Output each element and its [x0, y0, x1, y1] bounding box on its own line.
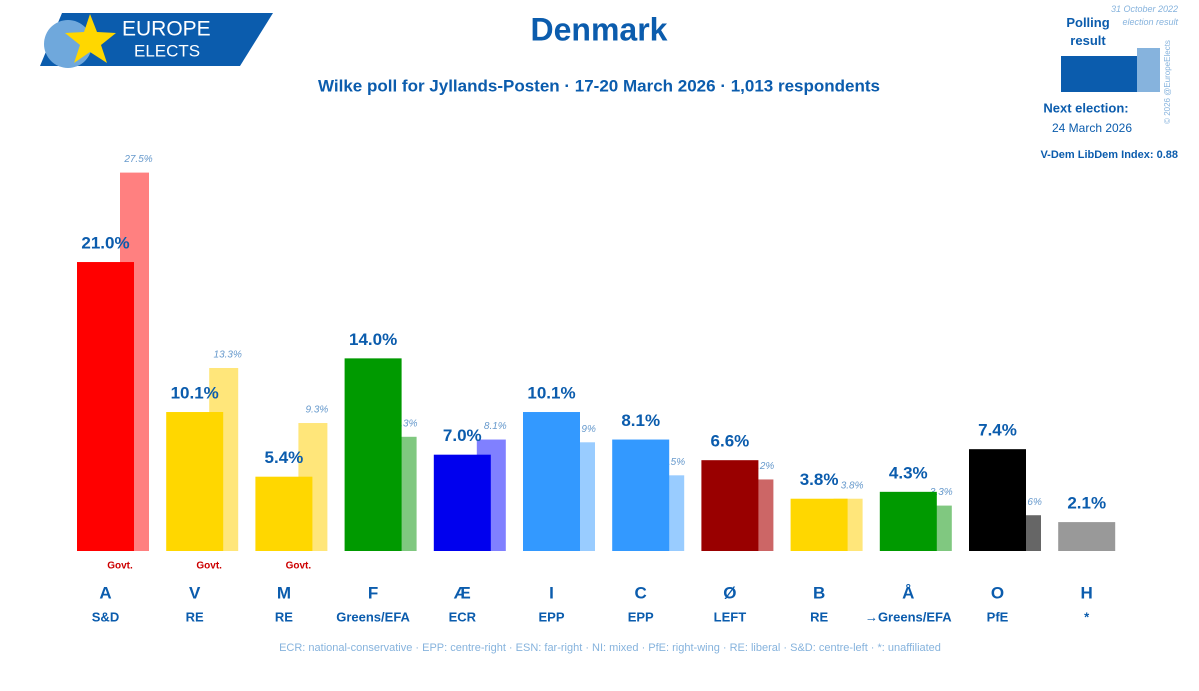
- value-label: 4.3%: [889, 463, 928, 482]
- value-label-previous: 27.5%: [123, 154, 152, 165]
- x-tick-label: M: [277, 583, 291, 602]
- govt-note: Govt.: [286, 561, 312, 572]
- value-label: 10.1%: [527, 384, 575, 403]
- legend-swatch: [1061, 56, 1137, 92]
- value-label: 5.4%: [265, 448, 304, 467]
- logo-star: [65, 14, 116, 63]
- bar: [969, 449, 1026, 551]
- value-label: 7.0%: [443, 426, 482, 445]
- legend-swatch: [1137, 48, 1160, 92]
- value-label: 21.0%: [81, 234, 129, 253]
- index: V-Dem LibDem Index: 0.88: [1040, 149, 1178, 161]
- group-label: PfE: [987, 609, 1009, 624]
- group-label: *: [1084, 609, 1090, 624]
- value-label-previous: 5.5%: [662, 457, 685, 468]
- value-label: 6.6%: [711, 432, 750, 451]
- x-tick-label: Ø: [723, 583, 736, 602]
- x-tick-label: I: [549, 583, 554, 602]
- bar: [255, 476, 313, 551]
- value-label-previous: 8.3%: [395, 418, 418, 429]
- logo-text: ELECTS: [134, 41, 200, 60]
- x-tick-label: A: [99, 583, 111, 602]
- copyright: © 2026 @EuropeElects: [1163, 40, 1172, 124]
- bar: [77, 262, 134, 551]
- govt-note: Govt.: [196, 561, 222, 572]
- x-tick-label: Å: [902, 583, 914, 602]
- value-label-previous: 13.3%: [214, 350, 242, 361]
- group-label: EPP: [628, 609, 654, 624]
- chart-title: Denmark: [531, 11, 668, 47]
- group-label: S&D: [92, 609, 119, 624]
- bar: [433, 454, 491, 551]
- next-election-date: 24 March 2026: [1052, 121, 1132, 135]
- value-label: 3.8%: [800, 470, 839, 489]
- group-label: RE: [810, 609, 828, 624]
- group-label: RE: [275, 609, 293, 624]
- bar: [790, 498, 848, 551]
- chart-subtitle: Wilke poll for Jyllands-Posten · 17-20 M…: [318, 76, 880, 95]
- bar: [1058, 522, 1116, 551]
- next-election-label: Next election:: [1043, 100, 1128, 115]
- value-label-previous: 3.8%: [841, 480, 864, 491]
- x-tick-label: H: [1081, 583, 1093, 602]
- logo-text: EUROPE: [122, 18, 211, 41]
- value-label: 2.1%: [1067, 494, 1106, 513]
- bar: [523, 412, 580, 551]
- value-label-previous: 7.9%: [573, 424, 596, 435]
- bar: [701, 460, 759, 551]
- bar: [879, 491, 937, 551]
- legend-label: Polling result: [1066, 15, 1110, 48]
- group-label: LEFT: [714, 609, 747, 624]
- value-label: 7.4%: [978, 421, 1017, 440]
- x-tick-label: O: [991, 583, 1004, 602]
- legend-label: 31 October 2022 election result: [1110, 4, 1178, 27]
- group-label: ECR: [449, 609, 477, 624]
- value-label-previous: 8.1%: [484, 421, 507, 432]
- value-label-previous: 2.6%: [1018, 497, 1042, 508]
- bar: [612, 439, 670, 551]
- x-tick-label: C: [635, 583, 647, 602]
- govt-note: Govt.: [107, 561, 133, 572]
- x-tick-label: V: [189, 583, 201, 602]
- value-label-previous: 9.3%: [306, 405, 329, 416]
- x-tick-label: F: [368, 583, 378, 602]
- value-label-previous: 5.2%: [752, 461, 775, 472]
- value-label: 14.0%: [349, 330, 397, 349]
- group-label: →Greens/EFA: [865, 609, 952, 624]
- group-label: RE: [186, 609, 204, 624]
- group-label: EPP: [538, 609, 564, 624]
- value-label: 8.1%: [621, 411, 660, 430]
- bar: [166, 412, 224, 551]
- x-tick-label: Æ: [454, 583, 471, 602]
- x-tick-label: B: [813, 583, 825, 602]
- value-label: 10.1%: [171, 384, 219, 403]
- bar: [344, 358, 402, 551]
- group-label: Greens/EFA: [336, 609, 410, 624]
- footnote: ECR: national-conservative · EPP: centre…: [279, 642, 941, 654]
- value-label-previous: 3.3%: [930, 487, 953, 498]
